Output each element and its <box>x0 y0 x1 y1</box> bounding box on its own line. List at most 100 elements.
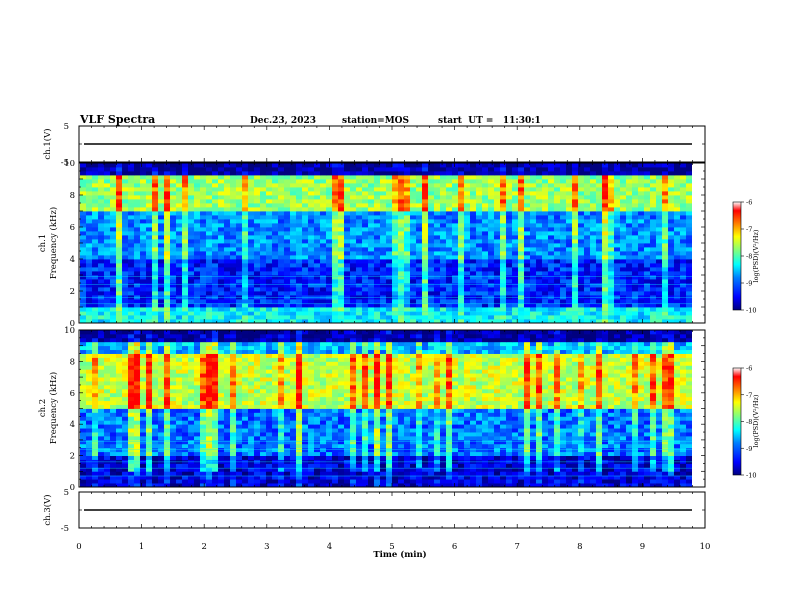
spectrogram-cell <box>680 247 687 252</box>
spectrogram-cell <box>170 227 177 232</box>
spectrogram-cell <box>488 311 495 316</box>
spectrogram-cell <box>524 463 531 468</box>
spectrogram-cell <box>584 319 591 324</box>
spectrogram-cell <box>602 175 609 180</box>
spectrogram-cell <box>572 283 579 288</box>
spectrogram-cell <box>368 247 375 252</box>
spectrogram-cell <box>188 243 195 248</box>
spectrogram-cell <box>128 291 135 296</box>
spectrogram-cell <box>356 235 363 240</box>
spectrogram-cell <box>584 303 591 308</box>
spectrogram-cell <box>680 183 687 188</box>
spectrogram-cell <box>158 483 165 488</box>
spectrogram-cell <box>548 255 555 260</box>
spectrogram-cell <box>668 247 675 252</box>
spectrogram-cell <box>410 207 417 212</box>
spectrogram-cell <box>416 299 423 304</box>
spectrogram-cell <box>188 263 195 268</box>
spectrogram-cell <box>404 227 411 232</box>
spectrogram-cell <box>536 179 543 184</box>
spectrogram-cell <box>398 243 405 248</box>
spectrogram-cell <box>620 175 627 180</box>
spectrogram-cell <box>608 255 615 260</box>
spectrogram-cell <box>542 283 549 288</box>
spectrogram-cell <box>188 227 195 232</box>
spectrogram-cell <box>596 163 603 168</box>
spectrogram-cell <box>176 267 183 272</box>
spectrogram-cell <box>518 303 525 308</box>
spectrogram-cell <box>170 231 177 236</box>
spectrogram-cell <box>614 251 621 256</box>
spectrogram-cell <box>680 211 687 216</box>
spectrogram-cell <box>506 463 513 468</box>
spectrogram-cell <box>602 311 609 316</box>
spectrogram-cell <box>572 319 579 324</box>
spectrogram-cell <box>644 231 651 236</box>
spectrogram-cell <box>554 267 561 272</box>
spectrogram-cell <box>482 231 489 236</box>
spectrogram-cell <box>188 319 195 324</box>
spectrogram-cell <box>194 299 201 304</box>
spectrogram-cell <box>194 455 201 460</box>
spectrogram-cell <box>212 475 219 480</box>
spectrogram-cell <box>602 215 609 220</box>
spectrogram-cell <box>230 227 237 232</box>
spectrogram-cell <box>122 267 129 272</box>
spectrogram-cell <box>524 223 531 228</box>
spectrogram-cell <box>260 231 267 236</box>
spectrogram-cell <box>122 175 129 180</box>
spectrogram-cell <box>134 219 141 224</box>
spectrogram-cell <box>446 211 453 216</box>
spectrogram-cell <box>98 315 105 320</box>
spectrogram-cell <box>98 479 105 484</box>
spectrogram-cell <box>470 191 477 196</box>
spectrogram-cell <box>242 271 249 276</box>
spectrogram-cell <box>548 215 555 220</box>
spectrogram-cell <box>590 299 597 304</box>
spectrogram-cell <box>428 235 435 240</box>
spectrogram-cell <box>464 251 471 256</box>
spectrogram-cell <box>386 215 393 220</box>
spectrogram-cell <box>554 475 561 480</box>
spectrogram-cell <box>608 299 615 304</box>
spectrogram-cell <box>440 187 447 192</box>
spectrogram-cell <box>284 259 291 264</box>
spectrogram-cell <box>674 271 681 276</box>
spectrogram-cell <box>266 191 273 196</box>
spectrogram-cell <box>542 287 549 292</box>
spectrogram-cell <box>464 303 471 308</box>
spectrogram-cell <box>320 179 327 184</box>
spectrogram-cell <box>464 231 471 236</box>
spectrogram-cell <box>182 231 189 236</box>
spectrogram-cell <box>236 287 243 292</box>
spectrogram-cell <box>662 191 669 196</box>
spectrogram-cell <box>518 175 525 180</box>
spectrogram-cell <box>428 191 435 196</box>
spectrogram-cell <box>338 239 345 244</box>
spectrogram-cell <box>266 239 273 244</box>
spectrogram-cell <box>356 207 363 212</box>
spectrogram-cell <box>566 207 573 212</box>
spectrogram-cell <box>230 223 237 228</box>
spectrogram-cell <box>176 255 183 260</box>
spectrogram-cell <box>632 211 639 216</box>
spectrogram-cell <box>152 167 159 172</box>
spectrogram-cell <box>512 231 519 236</box>
spectrogram-cell <box>404 463 411 468</box>
spectrogram-cell <box>584 279 591 284</box>
spectrogram-cell <box>602 203 609 208</box>
spectrogram-cell <box>290 283 297 288</box>
spectrogram-cell <box>446 175 453 180</box>
spectrogram-cell <box>530 215 537 220</box>
spectrogram-cell <box>470 311 477 316</box>
spectrogram-cell <box>200 175 207 180</box>
spectrogram-cell <box>488 179 495 184</box>
spectrogram-cell <box>422 283 429 288</box>
spectrogram-cell <box>182 255 189 260</box>
spectrogram-cell <box>662 291 669 296</box>
spectrogram-cell <box>560 467 567 472</box>
spectrogram-cell <box>296 475 303 480</box>
spectrogram-cell <box>98 207 105 212</box>
spectrogram-cell <box>530 271 537 276</box>
spectrogram-cell <box>464 287 471 292</box>
